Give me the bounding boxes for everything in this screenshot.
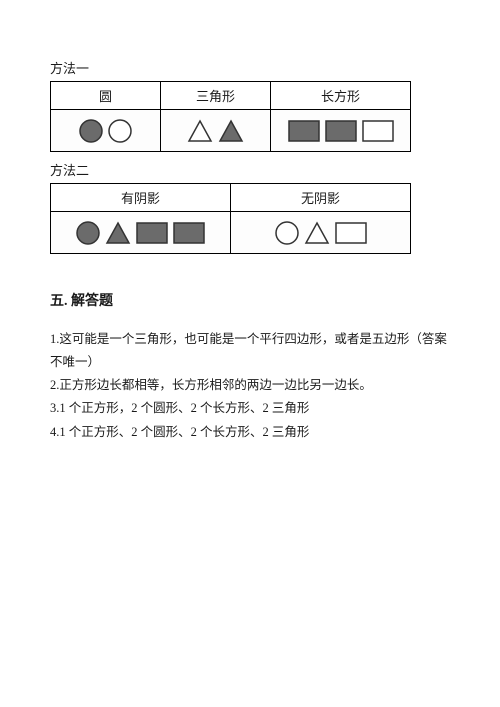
method1-label: 方法一 [50, 58, 450, 77]
m2-header-0: 有阴影 [51, 184, 231, 212]
answer-line-1: 2.正方形边长都相等，长方形相邻的两边一边比另一边长。 [50, 374, 450, 397]
m2-cell-0 [51, 212, 231, 254]
m1-header-2: 长方形 [271, 82, 411, 110]
answer-line-0: 1.这可能是一个三角形，也可能是一个平行四边形，或者是五边形（答案不唯一） [50, 328, 450, 374]
method2-table: 有阴影无阴影 [50, 183, 411, 254]
method2-label: 方法二 [50, 160, 450, 179]
m2-header-1: 无阴影 [231, 184, 411, 212]
answers-block: 1.这可能是一个三角形，也可能是一个平行四边形，或者是五边形（答案不唯一）2.正… [50, 328, 450, 444]
m2-cell-1 [231, 212, 411, 254]
m1-header-1: 三角形 [161, 82, 271, 110]
m1-header-0: 圆 [51, 82, 161, 110]
method1-table: 圆三角形长方形 [50, 81, 411, 152]
m1-cell-2 [271, 110, 411, 152]
answer-line-2: 3.1 个正方形，2 个圆形、2 个长方形、2 三角形 [50, 397, 450, 420]
m1-cell-0 [51, 110, 161, 152]
m1-cell-1 [161, 110, 271, 152]
answer-line-3: 4.1 个正方形、2 个圆形、2 个长方形、2 三角形 [50, 421, 450, 444]
section-title: 五. 解答题 [50, 294, 113, 309]
